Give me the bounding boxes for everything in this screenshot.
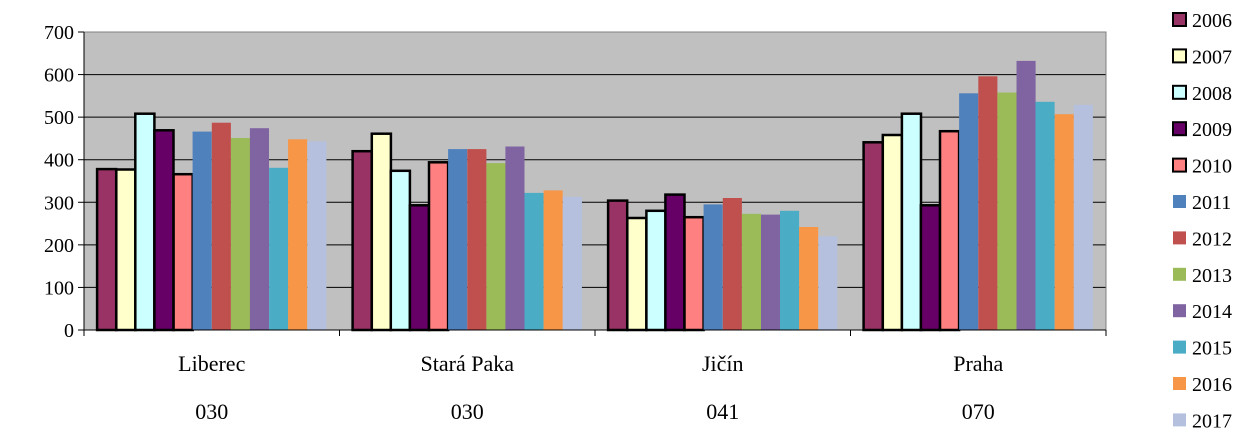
y-tick-label: 0 xyxy=(64,320,74,342)
bar-2007-3 xyxy=(626,216,648,332)
bar-2006-2 xyxy=(351,149,373,332)
bar-2007-4 xyxy=(881,133,904,332)
legend-swatch-2010 xyxy=(1172,157,1187,173)
x-tick-code: 041 xyxy=(706,399,739,424)
y-axis: 0 100 200 300 400 500 600 700 xyxy=(44,22,85,342)
legend-label-2017: 2017 xyxy=(1192,410,1232,432)
x-tick-label: Praha xyxy=(953,351,1003,376)
legend-swatch-2006 xyxy=(1172,12,1187,27)
y-tick-label: 400 xyxy=(44,150,74,172)
bar-2013-3 xyxy=(741,213,761,330)
bar-2013-2 xyxy=(486,163,506,330)
legend-label-2016: 2016 xyxy=(1192,374,1232,396)
bar-2013-1 xyxy=(230,138,250,330)
x-tick-label: Liberec xyxy=(178,351,245,376)
bar-2017-1 xyxy=(307,141,327,330)
legend: 2006 2007 2008 2009 2010 2011 2012 2013 2014 2015… xyxy=(1172,10,1232,432)
bar-2010-3 xyxy=(683,215,705,332)
bar-2012-1 xyxy=(211,122,231,330)
y-tick-label: 100 xyxy=(44,277,74,299)
x-axis: Liberec 030 Stará Paka 030 Jičín 041 Praha 070 xyxy=(83,329,1107,424)
legend-swatch-2012 xyxy=(1173,231,1186,245)
bar-2011-1 xyxy=(192,131,212,330)
bar-2007-2 xyxy=(370,132,393,332)
bar-2006-4 xyxy=(862,141,884,332)
y-tick-label: 600 xyxy=(44,65,74,87)
bar-2006-3 xyxy=(606,199,629,332)
bar-2015-3 xyxy=(780,210,800,330)
bar-2009-3 xyxy=(664,193,686,332)
bar-2016-2 xyxy=(543,190,563,330)
legend-swatch-2014 xyxy=(1173,304,1186,318)
bar-2016-4 xyxy=(1054,114,1074,330)
bar-2006-1 xyxy=(95,167,118,332)
legend-swatch-2008 xyxy=(1172,84,1187,100)
bar-2009-2 xyxy=(408,204,431,332)
bar-2012-3 xyxy=(722,198,742,330)
legend-label-2011: 2011 xyxy=(1192,192,1231,214)
bar-2010-2 xyxy=(427,161,450,332)
legend-swatch-2007 xyxy=(1172,48,1187,64)
legend-label-2008: 2008 xyxy=(1192,83,1232,105)
bar-2015-1 xyxy=(269,167,289,330)
bar-2008-1 xyxy=(134,112,156,332)
legend-label-2010: 2010 xyxy=(1192,156,1232,178)
bar-2015-2 xyxy=(524,192,544,330)
bar-2009-4 xyxy=(919,204,942,332)
bar-2008-3 xyxy=(645,209,667,332)
bar-2008-4 xyxy=(900,112,923,332)
bar-2008-2 xyxy=(389,169,412,332)
bar-2017-2 xyxy=(562,196,582,330)
legend-swatch-2016 xyxy=(1173,377,1186,390)
x-tick-label: Stará Paka xyxy=(421,351,515,376)
legend-label-2007: 2007 xyxy=(1192,46,1232,68)
bar-2010-4 xyxy=(938,129,961,332)
legend-label-2013: 2013 xyxy=(1192,265,1232,287)
bars xyxy=(95,60,1093,332)
legend-swatch-2011 xyxy=(1173,195,1186,208)
bar-2014-3 xyxy=(761,214,781,330)
x-tick-code: 030 xyxy=(451,399,484,424)
bar-2011-4 xyxy=(959,93,979,330)
bar-2010-1 xyxy=(172,172,194,332)
bar-2012-4 xyxy=(978,76,998,330)
legend-swatch-2009 xyxy=(1172,121,1187,137)
bar-2014-2 xyxy=(505,146,525,330)
x-tick-code: 030 xyxy=(195,399,228,424)
legend-swatch-2013 xyxy=(1173,267,1186,281)
legend-label-2012: 2012 xyxy=(1192,228,1232,250)
bar-2011-3 xyxy=(703,204,723,330)
y-tick-label: 700 xyxy=(44,22,74,44)
bar-2014-4 xyxy=(1016,60,1036,331)
bar-2015-4 xyxy=(1035,101,1055,330)
y-tick-label: 200 xyxy=(44,235,74,257)
legend-swatch-2015 xyxy=(1173,340,1186,354)
x-tick-label: Jičín xyxy=(702,351,744,376)
legend-label-2015: 2015 xyxy=(1192,338,1232,360)
bar-2007-1 xyxy=(115,168,137,332)
x-tick-code: 070 xyxy=(962,399,995,424)
bar-2013-4 xyxy=(997,92,1017,330)
bar-2016-3 xyxy=(799,227,819,330)
legend-label-2009: 2009 xyxy=(1192,119,1232,141)
y-tick-label: 300 xyxy=(44,192,74,214)
bar-2016-1 xyxy=(288,139,308,330)
bar-2017-3 xyxy=(818,236,838,330)
bar-2011-2 xyxy=(448,149,468,330)
bar-2009-1 xyxy=(153,129,175,332)
y-tick-label: 500 xyxy=(44,107,74,129)
legend-label-2006: 2006 xyxy=(1192,10,1232,32)
legend-label-2014: 2014 xyxy=(1192,301,1232,323)
bar-2014-1 xyxy=(249,128,269,330)
bar-2017-4 xyxy=(1073,104,1093,330)
bar-2012-2 xyxy=(467,149,487,330)
legend-swatch-2017 xyxy=(1173,413,1186,427)
